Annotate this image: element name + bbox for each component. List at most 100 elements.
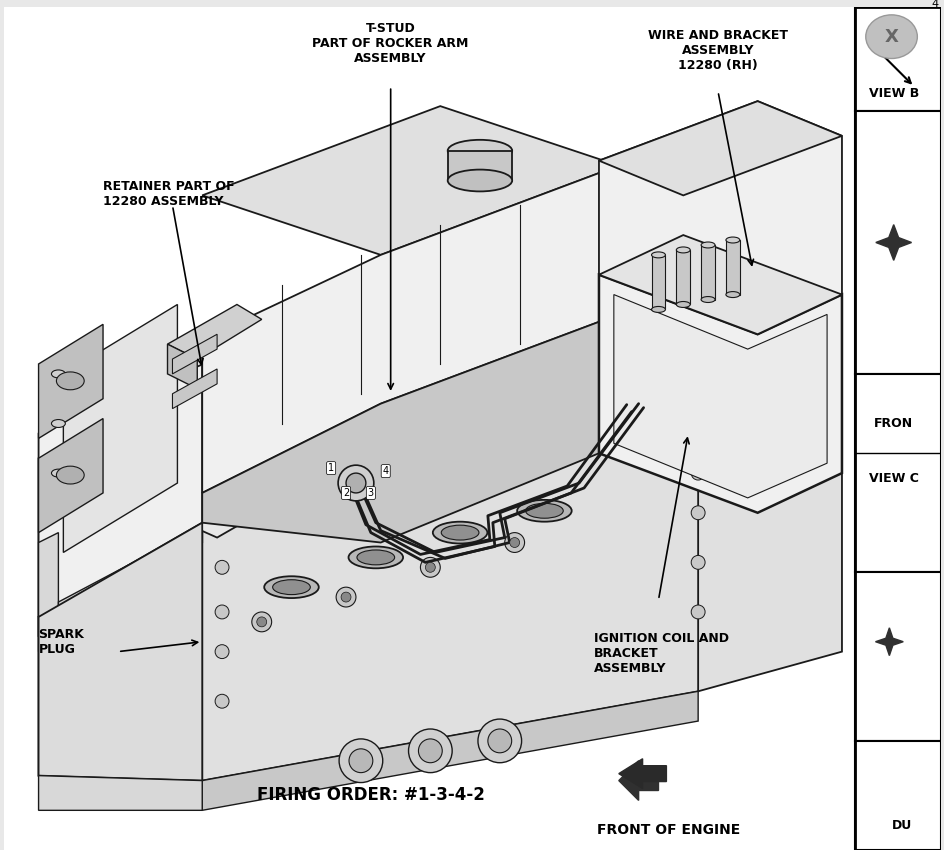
Polygon shape xyxy=(202,106,618,255)
Bar xyxy=(854,741,940,850)
Polygon shape xyxy=(39,523,202,780)
Circle shape xyxy=(425,563,435,572)
Polygon shape xyxy=(202,314,841,542)
Circle shape xyxy=(251,612,271,632)
Ellipse shape xyxy=(525,503,563,518)
Polygon shape xyxy=(598,101,841,196)
Circle shape xyxy=(504,533,524,553)
Bar xyxy=(854,7,940,111)
Polygon shape xyxy=(39,434,841,780)
Text: DU: DU xyxy=(891,819,912,831)
Bar xyxy=(854,374,940,572)
Ellipse shape xyxy=(725,292,739,297)
Circle shape xyxy=(418,739,442,762)
Polygon shape xyxy=(39,364,380,537)
Circle shape xyxy=(690,605,704,619)
Polygon shape xyxy=(202,166,618,493)
Polygon shape xyxy=(874,628,902,655)
Polygon shape xyxy=(202,691,698,810)
Text: FIRING ORDER: #1-3-4-2: FIRING ORDER: #1-3-4-2 xyxy=(257,786,484,804)
Text: 1: 1 xyxy=(328,463,334,473)
Ellipse shape xyxy=(700,242,715,248)
Ellipse shape xyxy=(348,547,403,569)
Circle shape xyxy=(338,465,374,501)
Text: RETAINER PART OF
12280 ASSEMBLY: RETAINER PART OF 12280 ASSEMBLY xyxy=(103,180,234,208)
Text: T-STUD
PART OF ROCKER ARM
ASSEMBLY: T-STUD PART OF ROCKER ARM ASSEMBLY xyxy=(312,22,468,65)
Polygon shape xyxy=(39,364,202,637)
Ellipse shape xyxy=(51,420,65,428)
Polygon shape xyxy=(650,255,665,309)
Polygon shape xyxy=(598,235,841,334)
Text: X: X xyxy=(884,28,898,46)
Polygon shape xyxy=(598,275,841,513)
Polygon shape xyxy=(167,304,261,359)
Ellipse shape xyxy=(51,469,65,477)
Bar xyxy=(854,572,940,741)
Polygon shape xyxy=(39,533,59,652)
Polygon shape xyxy=(875,224,911,260)
Ellipse shape xyxy=(273,580,310,595)
Circle shape xyxy=(215,644,228,659)
Polygon shape xyxy=(39,775,202,810)
Circle shape xyxy=(487,729,511,753)
Bar xyxy=(854,7,944,850)
Polygon shape xyxy=(598,101,841,334)
Text: FRONT OF ENGINE: FRONT OF ENGINE xyxy=(596,823,739,837)
Polygon shape xyxy=(59,558,143,622)
Circle shape xyxy=(348,749,373,773)
Text: 4: 4 xyxy=(930,0,937,9)
Ellipse shape xyxy=(264,576,318,598)
Ellipse shape xyxy=(441,525,479,540)
Ellipse shape xyxy=(57,372,84,390)
Circle shape xyxy=(215,560,228,575)
Ellipse shape xyxy=(432,522,487,543)
Circle shape xyxy=(408,729,451,773)
Circle shape xyxy=(509,537,519,547)
Polygon shape xyxy=(39,260,390,434)
Circle shape xyxy=(215,605,228,619)
Circle shape xyxy=(215,694,228,708)
Polygon shape xyxy=(676,250,689,304)
Ellipse shape xyxy=(447,170,512,191)
Ellipse shape xyxy=(51,370,65,378)
Ellipse shape xyxy=(676,247,689,253)
Ellipse shape xyxy=(725,237,739,243)
Text: IGNITION COIL AND
BRACKET
ASSEMBLY: IGNITION COIL AND BRACKET ASSEMBLY xyxy=(594,632,728,675)
Text: 2: 2 xyxy=(343,488,348,498)
Circle shape xyxy=(690,555,704,570)
Circle shape xyxy=(478,719,521,762)
Text: 3: 3 xyxy=(367,488,374,498)
Text: WIRE AND BRACKET
ASSEMBLY
12280 (RH): WIRE AND BRACKET ASSEMBLY 12280 (RH) xyxy=(648,29,787,71)
Ellipse shape xyxy=(676,302,689,308)
Ellipse shape xyxy=(700,297,715,303)
Ellipse shape xyxy=(516,500,571,522)
Polygon shape xyxy=(173,369,217,409)
Circle shape xyxy=(420,558,440,577)
Polygon shape xyxy=(39,418,103,533)
Circle shape xyxy=(690,506,704,519)
Circle shape xyxy=(336,587,356,607)
Ellipse shape xyxy=(57,466,84,484)
Polygon shape xyxy=(167,344,197,388)
Bar xyxy=(854,111,940,374)
Text: FRON: FRON xyxy=(873,417,912,430)
Circle shape xyxy=(341,592,350,602)
Ellipse shape xyxy=(447,140,512,162)
Polygon shape xyxy=(39,325,103,439)
Ellipse shape xyxy=(357,550,395,565)
Circle shape xyxy=(690,466,704,480)
Polygon shape xyxy=(618,761,658,801)
Polygon shape xyxy=(700,245,715,299)
Text: 45°: 45° xyxy=(885,32,908,46)
Polygon shape xyxy=(173,334,217,374)
Circle shape xyxy=(339,739,382,783)
Polygon shape xyxy=(618,759,666,789)
Circle shape xyxy=(346,473,365,493)
Polygon shape xyxy=(63,304,177,552)
Polygon shape xyxy=(725,240,739,295)
Polygon shape xyxy=(614,295,826,498)
Ellipse shape xyxy=(865,14,917,59)
Polygon shape xyxy=(202,434,698,780)
Text: VIEW C: VIEW C xyxy=(868,472,918,484)
Ellipse shape xyxy=(650,252,665,258)
